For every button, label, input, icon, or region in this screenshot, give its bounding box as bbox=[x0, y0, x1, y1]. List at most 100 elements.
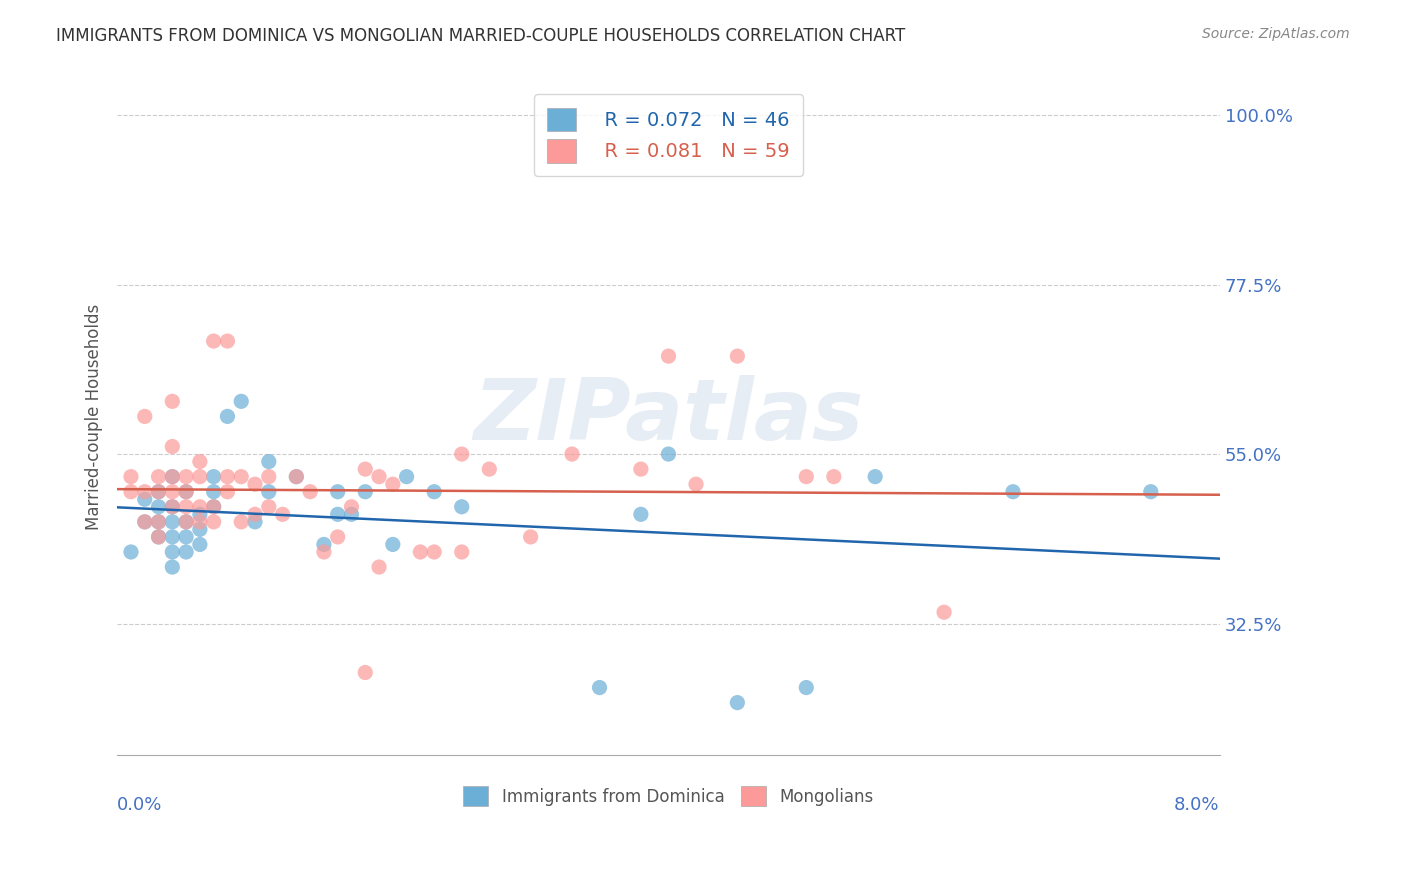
Point bbox=[148, 530, 170, 544]
Point bbox=[174, 515, 197, 529]
Point bbox=[257, 484, 280, 499]
Point bbox=[685, 477, 707, 491]
Point bbox=[450, 447, 472, 461]
Point bbox=[561, 447, 583, 461]
Point bbox=[285, 469, 308, 483]
Point bbox=[120, 469, 142, 483]
Point bbox=[148, 469, 170, 483]
Point bbox=[381, 537, 404, 551]
Point bbox=[188, 508, 211, 522]
Point bbox=[1139, 484, 1161, 499]
Text: Source: ZipAtlas.com: Source: ZipAtlas.com bbox=[1202, 27, 1350, 41]
Point bbox=[450, 500, 472, 514]
Point bbox=[174, 469, 197, 483]
Point bbox=[162, 500, 184, 514]
Point bbox=[231, 469, 253, 483]
Point bbox=[174, 545, 197, 559]
Point bbox=[134, 515, 156, 529]
Point bbox=[188, 515, 211, 529]
Point bbox=[231, 515, 253, 529]
Point bbox=[217, 409, 239, 424]
Point bbox=[630, 508, 652, 522]
Point bbox=[285, 469, 308, 483]
Point bbox=[657, 349, 679, 363]
Point bbox=[1001, 484, 1024, 499]
Point bbox=[202, 500, 225, 514]
Point bbox=[368, 560, 391, 574]
Point bbox=[863, 469, 886, 483]
Point bbox=[162, 560, 184, 574]
Point bbox=[794, 681, 817, 695]
Point bbox=[381, 477, 404, 491]
Point bbox=[162, 469, 184, 483]
Point bbox=[354, 484, 377, 499]
Point bbox=[148, 500, 170, 514]
Point bbox=[174, 484, 197, 499]
Point bbox=[217, 469, 239, 483]
Point bbox=[312, 537, 335, 551]
Point bbox=[243, 477, 266, 491]
Point bbox=[368, 469, 391, 483]
Point bbox=[202, 469, 225, 483]
Point bbox=[450, 545, 472, 559]
Point bbox=[257, 500, 280, 514]
Point bbox=[202, 500, 225, 514]
Point bbox=[326, 508, 349, 522]
Point bbox=[588, 681, 610, 695]
Point bbox=[134, 515, 156, 529]
Point bbox=[478, 462, 501, 476]
Y-axis label: Married-couple Households: Married-couple Households bbox=[86, 303, 103, 530]
Point bbox=[271, 508, 294, 522]
Point bbox=[217, 334, 239, 348]
Point bbox=[423, 545, 446, 559]
Point bbox=[243, 508, 266, 522]
Point bbox=[340, 500, 363, 514]
Point bbox=[188, 500, 211, 514]
Point bbox=[354, 462, 377, 476]
Point bbox=[188, 522, 211, 536]
Point bbox=[188, 537, 211, 551]
Point bbox=[162, 500, 184, 514]
Point bbox=[120, 545, 142, 559]
Point bbox=[657, 447, 679, 461]
Point bbox=[519, 530, 541, 544]
Text: 0.0%: 0.0% bbox=[117, 796, 163, 814]
Point bbox=[162, 545, 184, 559]
Text: ZIPatlas: ZIPatlas bbox=[474, 375, 863, 458]
Point bbox=[174, 515, 197, 529]
Point bbox=[162, 515, 184, 529]
Point bbox=[257, 454, 280, 468]
Point bbox=[217, 484, 239, 499]
Point bbox=[794, 469, 817, 483]
Point bbox=[148, 515, 170, 529]
Text: 8.0%: 8.0% bbox=[1174, 796, 1220, 814]
Point bbox=[188, 454, 211, 468]
Point bbox=[148, 484, 170, 499]
Point bbox=[134, 484, 156, 499]
Point bbox=[312, 545, 335, 559]
Point bbox=[148, 484, 170, 499]
Point bbox=[120, 484, 142, 499]
Point bbox=[174, 484, 197, 499]
Point bbox=[326, 484, 349, 499]
Point bbox=[134, 492, 156, 507]
Point bbox=[202, 484, 225, 499]
Text: IMMIGRANTS FROM DOMINICA VS MONGOLIAN MARRIED-COUPLE HOUSEHOLDS CORRELATION CHAR: IMMIGRANTS FROM DOMINICA VS MONGOLIAN MA… bbox=[56, 27, 905, 45]
Legend:   R = 0.072   N = 46,   R = 0.081   N = 59: R = 0.072 N = 46, R = 0.081 N = 59 bbox=[534, 94, 803, 177]
Point bbox=[243, 515, 266, 529]
Point bbox=[299, 484, 322, 499]
Point bbox=[257, 469, 280, 483]
Point bbox=[202, 515, 225, 529]
Point bbox=[423, 484, 446, 499]
Point bbox=[725, 696, 748, 710]
Point bbox=[188, 469, 211, 483]
Point bbox=[148, 515, 170, 529]
Point bbox=[823, 469, 845, 483]
Point bbox=[231, 394, 253, 409]
Point bbox=[395, 469, 418, 483]
Point bbox=[174, 500, 197, 514]
Point bbox=[202, 334, 225, 348]
Point bbox=[162, 394, 184, 409]
Point bbox=[354, 665, 377, 680]
Point bbox=[932, 605, 955, 619]
